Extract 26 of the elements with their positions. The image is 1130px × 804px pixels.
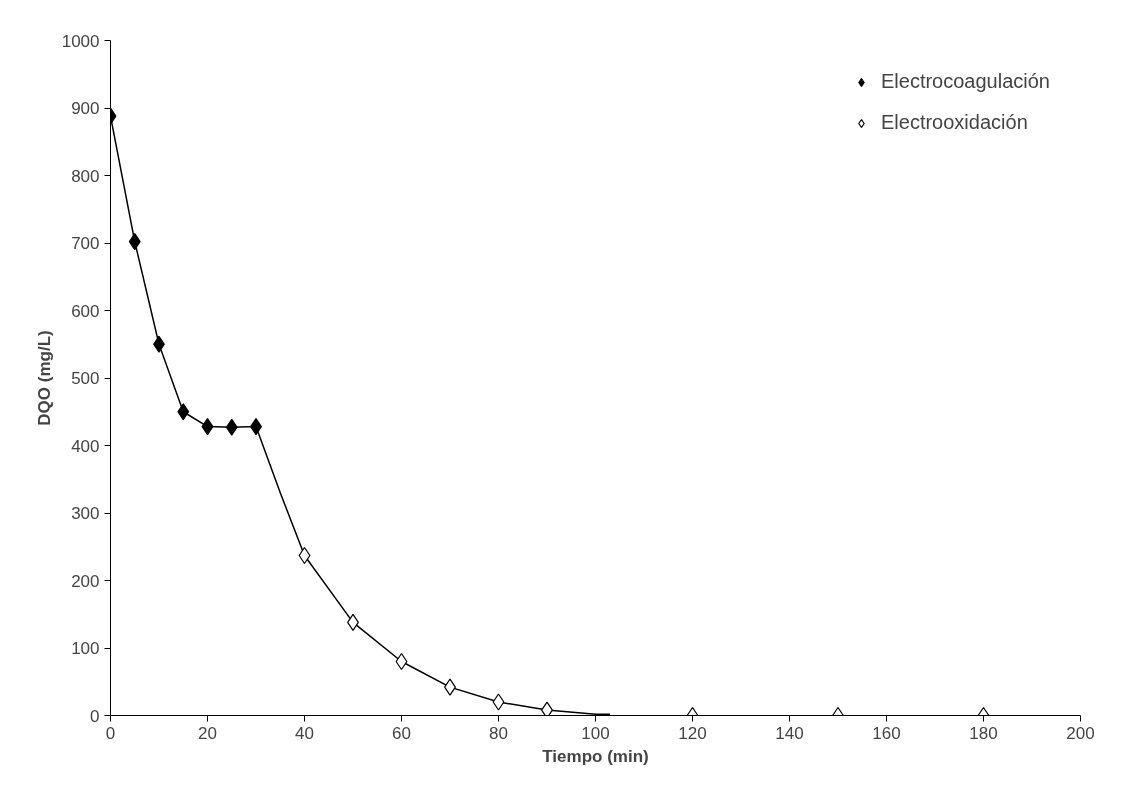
y-tick-label: 800 bbox=[71, 166, 100, 186]
y-tick-label: 0 bbox=[90, 706, 100, 726]
y-tick-label: 900 bbox=[71, 99, 100, 118]
x-tick-label: 60 bbox=[392, 723, 411, 743]
y-tick-label: 600 bbox=[71, 301, 100, 321]
x-tick-label: 160 bbox=[872, 723, 901, 743]
x-tick-label: 80 bbox=[489, 723, 508, 743]
x-tick-label: 20 bbox=[198, 723, 217, 743]
y-tick-label: 400 bbox=[71, 436, 100, 456]
x-tick-label: 180 bbox=[969, 723, 998, 743]
x-tick-label: 120 bbox=[678, 723, 707, 743]
y-axis-title: DQO (mg/L) bbox=[34, 330, 54, 426]
y-tick-label: 300 bbox=[71, 504, 100, 523]
x-tick-label: 0 bbox=[105, 723, 116, 743]
y-tick-label: 100 bbox=[71, 639, 100, 658]
legend-label: Electrooxidación bbox=[881, 111, 1028, 134]
x-tick-label: 140 bbox=[775, 723, 804, 743]
y-tick-label: 700 bbox=[71, 234, 100, 253]
y-tick-label: 500 bbox=[71, 369, 100, 388]
x-axis-title: Tiempo (min) bbox=[542, 746, 649, 766]
x-tick-label: 200 bbox=[1066, 723, 1095, 743]
y-tick-label: 1000 bbox=[61, 31, 100, 51]
y-tick-label: 200 bbox=[71, 571, 100, 591]
legend-label: Electrocoagulación bbox=[881, 70, 1050, 93]
x-tick-label: 100 bbox=[581, 723, 610, 743]
x-tick-label: 40 bbox=[295, 723, 314, 743]
